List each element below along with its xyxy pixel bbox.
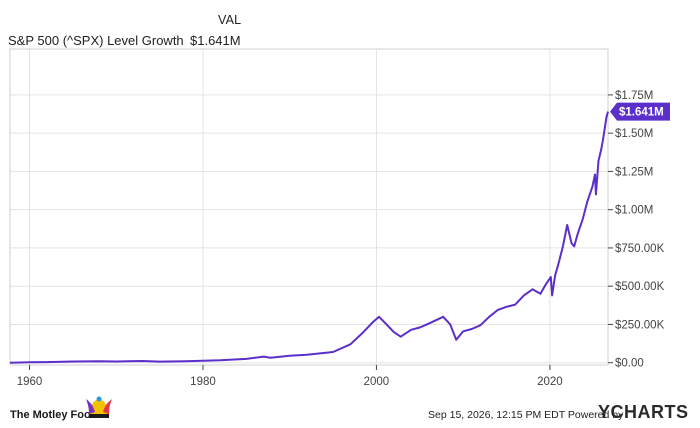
column-header-val: VAL bbox=[218, 13, 242, 27]
x-tick-label: 2020 bbox=[537, 376, 563, 388]
powered-by-text: Powered by bbox=[567, 409, 624, 421]
series-name[interactable]: S&P 500 (^SPX) Level Growth bbox=[8, 33, 184, 48]
x-tick-label: 2000 bbox=[364, 376, 390, 388]
y-tick-label: $250.00K bbox=[615, 319, 665, 331]
series-current-value: $1.641M bbox=[190, 33, 241, 48]
series-group bbox=[9, 111, 609, 364]
x-tick-label: 1960 bbox=[17, 376, 43, 388]
y-tick-label: $500.00K bbox=[615, 281, 665, 293]
y-tick-label: $750.00K bbox=[615, 243, 665, 255]
last-value-badge-shape bbox=[610, 102, 670, 121]
motley-fool-logo-text: The Motley Fool bbox=[10, 409, 94, 421]
y-tick-label: $1.25M bbox=[615, 166, 653, 178]
y-axis-ticks: $0.00 $250.00K $500.00K $750.00K $1.00M $1.25… bbox=[608, 90, 665, 370]
y-tick-label: $0.00 bbox=[615, 358, 644, 370]
last-value-badge-label: $1.641M bbox=[619, 107, 664, 119]
x-tick-label: 1980 bbox=[190, 376, 216, 388]
footer-timestamp: Sep 15, 2026, 12:15 PM EDT Powered by bbox=[428, 409, 623, 421]
last-value-badge: $1.641M bbox=[610, 102, 670, 121]
series-line bbox=[9, 111, 609, 364]
motley-fool-logo[interactable]: The Motley Fool bbox=[8, 396, 118, 424]
vertical-gridlines bbox=[29, 49, 551, 365]
ycharts-logo-text: YCHARTS bbox=[598, 402, 689, 422]
plot-frame bbox=[9, 48, 609, 366]
y-tick-label: $1.50M bbox=[615, 128, 653, 140]
y-tick-label: $1.75M bbox=[615, 90, 653, 102]
x-axis-ticks: 1960 1980 2000 2020 bbox=[17, 365, 563, 388]
horizontal-gridlines bbox=[10, 94, 608, 364]
y-tick-label: $1.00M bbox=[615, 205, 653, 217]
timestamp-text: Sep 15, 2026, 12:15 PM EDT bbox=[428, 409, 565, 421]
ycharts-logo[interactable]: YCHARTS bbox=[598, 402, 689, 423]
jester-hat-icon bbox=[86, 396, 112, 418]
